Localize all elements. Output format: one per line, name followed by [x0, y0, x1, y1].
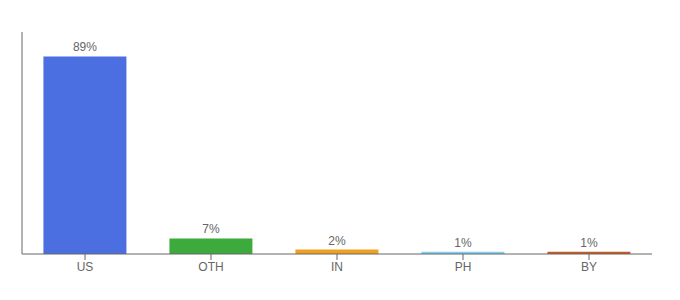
svg-text:OTH: OTH	[198, 260, 223, 274]
svg-text:US: US	[77, 260, 94, 274]
svg-text:1%: 1%	[454, 236, 472, 250]
svg-text:PH: PH	[455, 260, 472, 274]
svg-text:1%: 1%	[580, 236, 598, 250]
svg-text:BY: BY	[581, 260, 597, 274]
svg-text:2%: 2%	[328, 234, 346, 248]
svg-text:7%: 7%	[202, 222, 220, 236]
svg-text:IN: IN	[331, 260, 343, 274]
svg-text:89%: 89%	[73, 40, 97, 54]
